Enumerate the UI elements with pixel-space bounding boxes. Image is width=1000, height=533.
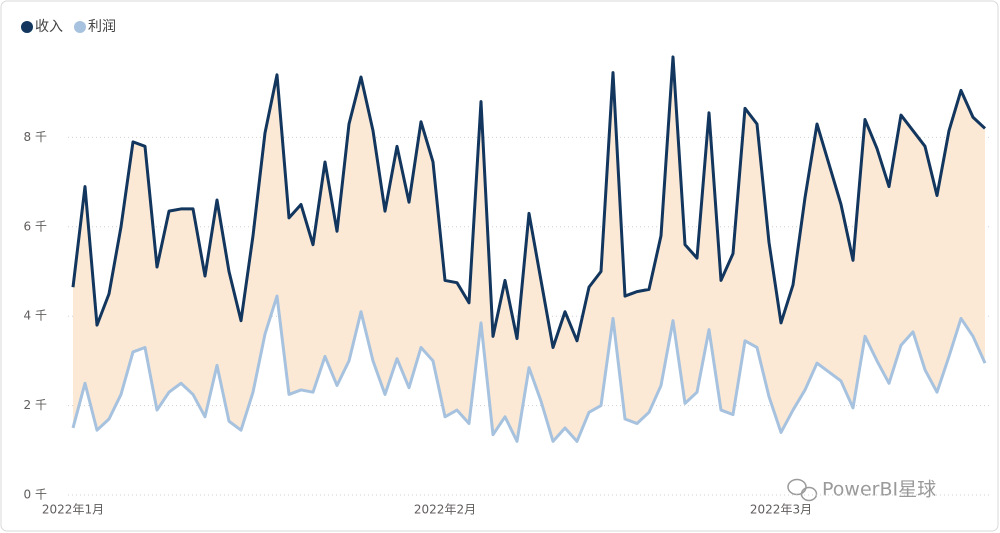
legend-label: 收入	[35, 19, 63, 35]
legend-label: 利润	[88, 19, 116, 35]
line-series	[71, 294, 987, 443]
y-tick-label: 8 千	[24, 130, 47, 144]
x-tick-label: 2022年2月	[414, 503, 476, 517]
watermark: PowerBI星球	[822, 479, 936, 501]
legend-marker	[21, 21, 33, 33]
legend-marker	[74, 21, 86, 33]
x-tick-label: 2022年1月	[42, 503, 104, 517]
y-tick-label: 0 千	[24, 488, 47, 502]
line-series	[71, 55, 987, 349]
x-tick-label: 2022年3月	[750, 503, 812, 517]
y-tick-label: 6 千	[24, 219, 47, 233]
y-tick-label: 4 千	[24, 309, 47, 323]
band-fill	[73, 56, 985, 442]
y-tick-label: 2 千	[24, 398, 47, 412]
